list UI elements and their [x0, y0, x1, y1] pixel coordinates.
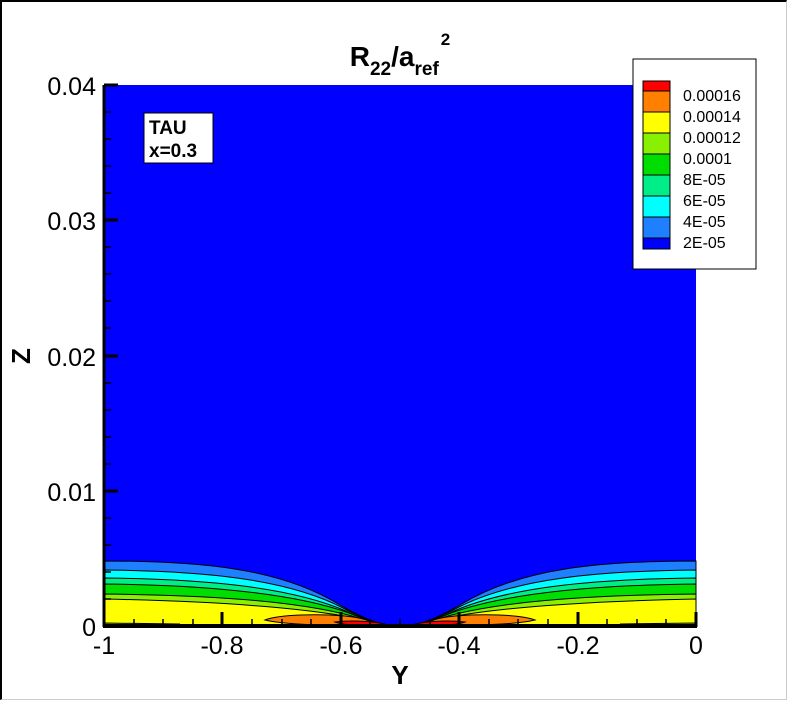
x-axis-ticks [133, 612, 667, 626]
svg-text:8E-05: 8E-05 [683, 172, 726, 189]
legend-swatch [642, 174, 671, 197]
plot-background [104, 85, 696, 626]
svg-text:-0.8: -0.8 [200, 632, 243, 660]
svg-text:-1: -1 [93, 632, 115, 660]
svg-text:0.0001: 0.0001 [683, 151, 732, 168]
svg-text:0.01: 0.01 [47, 479, 96, 507]
legend-swatch [642, 195, 671, 218]
svg-text:6E-05: 6E-05 [683, 193, 726, 210]
legend-swatch [642, 132, 671, 155]
legend-swatch [642, 153, 671, 176]
svg-text:0: 0 [689, 632, 703, 660]
legend-swatch [642, 216, 671, 239]
svg-text:-0.6: -0.6 [319, 632, 362, 660]
legend-swatch [642, 237, 671, 250]
svg-text:x=0.3: x=0.3 [149, 141, 197, 162]
svg-text:TAU: TAU [149, 118, 187, 139]
y-axis-title: Z [6, 348, 36, 364]
annotation-box: TAU x=0.3 [143, 112, 214, 164]
legend-swatch [642, 80, 671, 92]
svg-text:0.00014: 0.00014 [683, 109, 741, 126]
svg-text:-0.4: -0.4 [437, 632, 480, 660]
svg-text:0: 0 [82, 614, 96, 642]
svg-text:0.04: 0.04 [47, 73, 96, 101]
svg-text:2E-05: 2E-05 [683, 235, 726, 252]
svg-text:0.03: 0.03 [47, 208, 96, 236]
svg-text:0.02: 0.02 [47, 344, 96, 372]
svg-text:4E-05: 4E-05 [683, 214, 726, 231]
svg-text:0.00012: 0.00012 [683, 130, 741, 147]
x-axis-title: Y [391, 660, 408, 690]
x-tick-labels: -1 -0.8 -0.6 -0.4 -0.2 0 [93, 632, 703, 660]
svg-text:0.00016: 0.00016 [683, 88, 741, 105]
y-axis-ticks [104, 111, 118, 600]
legend: 0.00016 0.00014 0.00012 0.0001 8E-05 6E-… [632, 58, 757, 270]
legend-swatch [642, 90, 671, 113]
y-tick-labels: 0.04 0.03 0.02 0.01 0 [47, 73, 96, 642]
legend-swatch [642, 111, 671, 134]
chart-title: R22/aref2 [350, 30, 451, 80]
svg-text:-0.2: -0.2 [556, 632, 599, 660]
